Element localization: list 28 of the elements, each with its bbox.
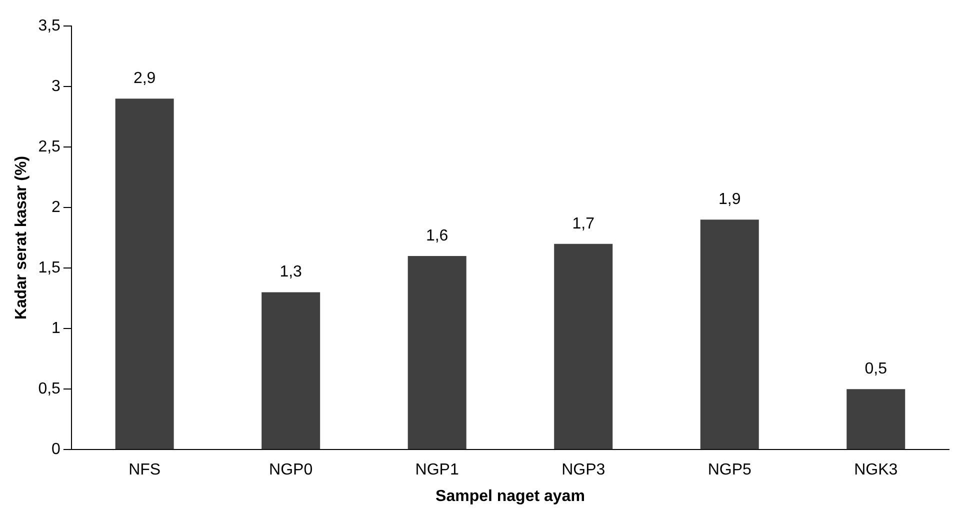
y-tick-label: 0 — [52, 441, 61, 458]
x-tick-label: NGP5 — [708, 462, 752, 479]
bar — [115, 98, 174, 450]
data-label: 1,7 — [572, 215, 595, 232]
y-tick-label: 2,5 — [38, 138, 61, 156]
bar — [554, 244, 613, 450]
bar — [262, 292, 320, 450]
y-tick-label: 3,5 — [38, 17, 61, 34]
x-tick-label: NFS — [128, 462, 161, 479]
bar — [700, 220, 759, 450]
y-tick-label: 2 — [52, 198, 61, 216]
data-label: 2,9 — [133, 70, 156, 88]
data-label: 1,9 — [718, 191, 741, 208]
x-tick-label: NGK3 — [854, 462, 898, 479]
x-tick-label: NGP1 — [415, 462, 459, 479]
data-label: 1,6 — [426, 227, 448, 244]
y-tick-label: 1,5 — [38, 259, 61, 276]
x-tick-label: NGP0 — [269, 462, 313, 479]
y-tick-label: 1 — [52, 320, 61, 337]
y-tick-label: 0,5 — [38, 380, 61, 398]
y-tick-label: 3 — [52, 78, 61, 95]
x-axis-title: Sampel naget ayam — [436, 488, 585, 505]
data-label: 0,5 — [864, 360, 888, 378]
y-axis-title: Kadar serat kasar (%) — [13, 156, 30, 320]
data-label: 1,3 — [280, 264, 302, 281]
bar — [846, 389, 906, 450]
x-tick-label: NGP3 — [562, 462, 606, 479]
bar — [408, 256, 466, 450]
